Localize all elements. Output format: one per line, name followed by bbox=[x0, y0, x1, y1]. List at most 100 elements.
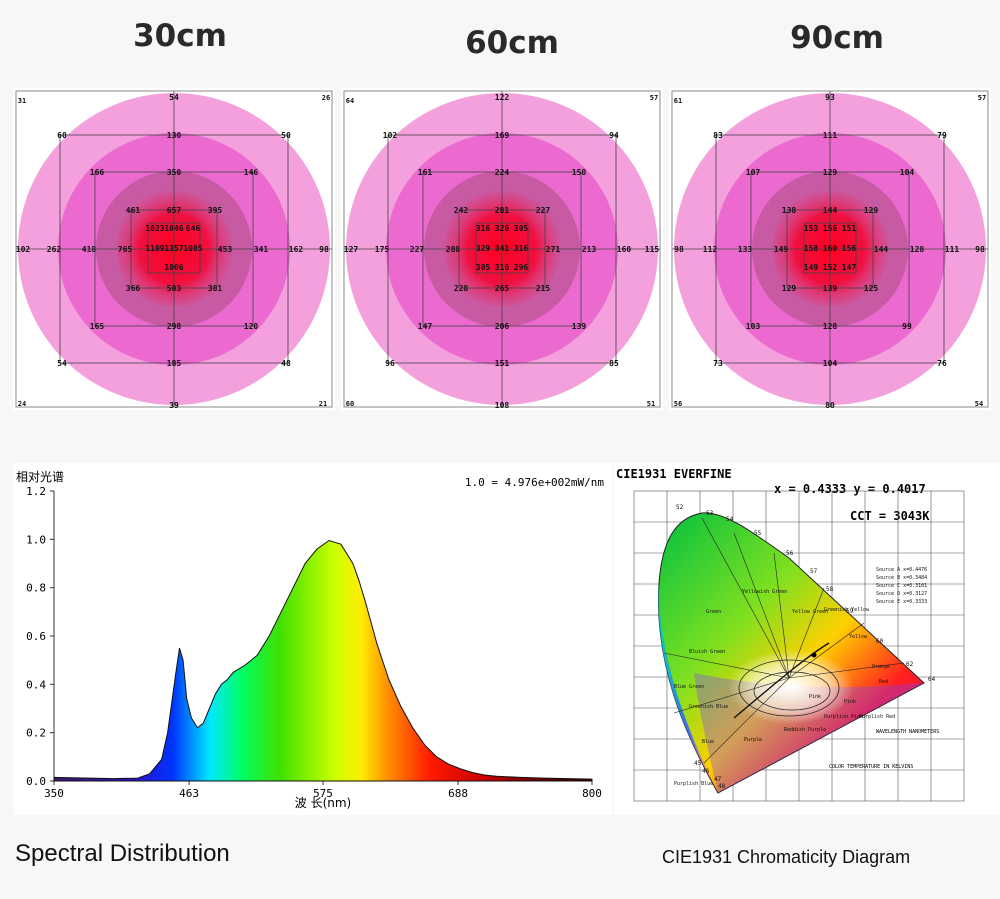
ppfd-inner-br: 125 bbox=[864, 284, 879, 293]
cie-region-label: Purple bbox=[744, 737, 762, 743]
ppfd-map-60cm: 64 57 60 51 122 108 127 115 102 169 94 175 160 96 151 8… bbox=[341, 88, 663, 410]
cie-region-label: Yellow Green bbox=[792, 609, 828, 615]
ppfd-inner-tr: 395 bbox=[208, 206, 223, 215]
ppfd-core-value: 329 bbox=[476, 244, 491, 253]
ppfd-middle-left: 227 bbox=[410, 245, 425, 254]
ppfd-cross-top: 54 bbox=[169, 93, 179, 102]
x-axis-label: 波 长(nm) bbox=[295, 796, 351, 810]
ppfd-core-value: 1023 bbox=[145, 224, 164, 233]
cie-region-label: Orange bbox=[872, 664, 890, 670]
ppfd-inner-tl: 242 bbox=[454, 206, 469, 215]
cie-region-label: Pink bbox=[809, 694, 821, 700]
ppfd-middle-tl: 166 bbox=[90, 168, 105, 177]
ppfd-core-value: 1109 bbox=[145, 244, 164, 253]
y-tick-label: 0.4 bbox=[26, 678, 46, 691]
cie-locus-label: 53 bbox=[706, 510, 714, 517]
ppfd-corner-br: 51 bbox=[647, 400, 655, 408]
cie-source-label: Source D x=0.3127 bbox=[876, 591, 927, 597]
ppfd-middle-top: 224 bbox=[495, 168, 510, 177]
ppfd-middle-bl: 103 bbox=[746, 322, 761, 331]
spectral-curve bbox=[53, 539, 593, 782]
cie-region-label: Yellowish Green bbox=[742, 589, 787, 595]
ppfd-core-value: 316 bbox=[495, 263, 510, 272]
ppfd-core-value: 153 bbox=[804, 224, 819, 233]
ppfd-middle-bottom: 128 bbox=[823, 322, 838, 331]
ppfd-outer-bl: 96 bbox=[385, 359, 395, 368]
y-tick-label: 0.0 bbox=[26, 775, 46, 788]
cie-source-label: Source B x=0.3484 bbox=[876, 575, 927, 581]
ppfd-title-60cm: 60cm bbox=[465, 25, 559, 61]
ppfd-inner-bl: 129 bbox=[782, 284, 797, 293]
ppfd-middle-left: 133 bbox=[738, 245, 753, 254]
ppfd-middle-tr: 146 bbox=[244, 168, 259, 177]
ppfd-inner-bottom: 503 bbox=[167, 284, 182, 293]
ppfd-core-value: 296 bbox=[514, 263, 529, 272]
ppfd-cross-top: 93 bbox=[825, 93, 835, 102]
ppfd-outer-tl: 60 bbox=[57, 131, 67, 140]
cie-cct: CCT = 3043K bbox=[850, 509, 930, 523]
cie-region-label: Red bbox=[879, 679, 888, 685]
ppfd-map-90cm: 61 57 56 54 93 80 98 98 83 111 79 112 111 73 104 76 107 1… bbox=[669, 88, 991, 410]
ppfd-cross-left: 98 bbox=[674, 245, 684, 254]
ppfd-inner-top: 144 bbox=[823, 206, 838, 215]
ppfd-middle-bl: 165 bbox=[90, 322, 105, 331]
ppfd-core-value: 152 bbox=[823, 263, 838, 272]
ppfd-middle-tr: 150 bbox=[572, 168, 587, 177]
ppfd-outer-top: 111 bbox=[823, 131, 838, 140]
grid-core bbox=[147, 222, 201, 274]
ppfd-middle-br: 139 bbox=[572, 322, 587, 331]
ppfd-inner-bl: 366 bbox=[126, 284, 141, 293]
ppfd-inner-bottom: 265 bbox=[495, 284, 510, 293]
ppfd-middle-bottom: 206 bbox=[495, 322, 510, 331]
cie-region-label: Bluish Green bbox=[689, 649, 725, 655]
cie-locus-label: 46 bbox=[702, 768, 710, 775]
ppfd-inner-right: 453 bbox=[218, 245, 233, 254]
caption-cie: CIE1931 Chromaticity Diagram bbox=[662, 847, 911, 867]
ppfd-inner-br: 381 bbox=[208, 284, 223, 293]
ppfd-outer-br: 48 bbox=[281, 359, 291, 368]
ppfd-middle-bl: 147 bbox=[418, 322, 433, 331]
cie-region-label: Pink bbox=[844, 699, 856, 705]
cie-region-label: Green bbox=[706, 609, 721, 615]
ppfd-middle-right: 341 bbox=[254, 245, 269, 254]
ppfd-core-value: 305 bbox=[514, 224, 529, 233]
cie-xy: x = 0.4333 y = 0.4017 bbox=[774, 482, 926, 496]
ppfd-core-value: 158 bbox=[804, 244, 819, 253]
cie-region-lines bbox=[663, 517, 905, 764]
ppfd-core-value: 1006 bbox=[164, 263, 183, 272]
ppfd-inner-tl: 461 bbox=[126, 206, 141, 215]
ppfd-core-value: 316 bbox=[476, 224, 491, 233]
ppfd-core-value: 326 bbox=[495, 224, 510, 233]
grid-outer bbox=[59, 134, 289, 364]
ppfd-inner-bottom: 139 bbox=[823, 284, 838, 293]
ppfd-inner-top: 657 bbox=[167, 206, 182, 215]
cie-locus-label: 59 bbox=[846, 608, 854, 615]
ppfd-map-30cm: 31 26 24 21 54 39 102 98 60 130 50 262 162 54 185 48 166… bbox=[13, 88, 335, 410]
ppfd-inner-left: 288 bbox=[446, 245, 461, 254]
cie-footnote: COLOR TEMPERATURE IN KELVINS bbox=[829, 764, 913, 770]
ppfd-outer-tr: 79 bbox=[937, 131, 947, 140]
ppfd-corner-tl: 64 bbox=[346, 97, 354, 105]
x-tick-label: 575 bbox=[313, 787, 333, 800]
ppfd-core-value: 646 bbox=[186, 224, 201, 233]
ppfd-core-value: 151 bbox=[842, 224, 857, 233]
ppfd-outer-br: 85 bbox=[609, 359, 619, 368]
cie-wavelength-label: WAVELENGTH NANOMETERS bbox=[876, 729, 939, 735]
cie-planckian-ellipse bbox=[738, 659, 840, 717]
cie-region-label: Purplish Red bbox=[859, 714, 895, 720]
ppfd-core-value: 316 bbox=[514, 244, 529, 253]
cie-region-label: Reddish Purple bbox=[784, 727, 826, 733]
ppfd-inner-bl: 228 bbox=[454, 284, 469, 293]
grid-inner bbox=[130, 209, 218, 289]
cie-locus-label: 58 bbox=[826, 586, 834, 593]
ppfd-inner-left: 765 bbox=[118, 245, 133, 254]
cie-region-label: Greenish Blue bbox=[689, 704, 728, 710]
ppfd-inner-br: 215 bbox=[536, 284, 551, 293]
ppfd-corner-br: 21 bbox=[319, 400, 327, 408]
ppfd-inner-right: 144 bbox=[874, 245, 889, 254]
ppfd-corner-tr: 26 bbox=[322, 94, 330, 102]
x-tick-label: 800 bbox=[582, 787, 602, 800]
ppfd-core-value: 1046 bbox=[164, 224, 183, 233]
cie-locus-label: 47 bbox=[714, 776, 722, 783]
cie-region-label: Greenish Yellow bbox=[824, 607, 870, 613]
